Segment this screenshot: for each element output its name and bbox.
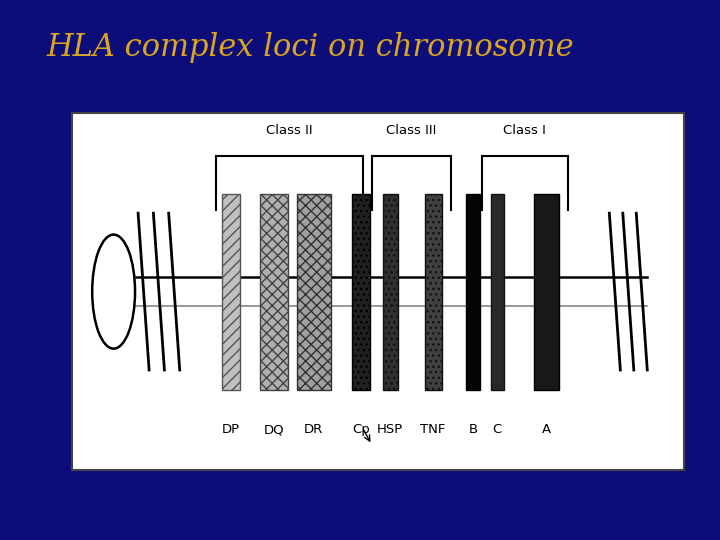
Bar xyxy=(425,193,441,390)
Bar xyxy=(72,113,684,470)
Bar xyxy=(534,193,559,390)
Text: Cp: Cp xyxy=(352,423,370,436)
Bar xyxy=(466,193,480,390)
Text: Class II: Class II xyxy=(266,124,312,137)
Text: DQ: DQ xyxy=(264,423,284,436)
Text: HSP: HSP xyxy=(377,423,403,436)
Bar xyxy=(382,193,398,390)
Text: A: A xyxy=(541,423,551,436)
Ellipse shape xyxy=(92,234,135,349)
Text: C: C xyxy=(492,423,502,436)
Text: Class III: Class III xyxy=(387,124,437,137)
Text: HLA complex loci on chromosome: HLA complex loci on chromosome xyxy=(47,32,575,63)
Text: B: B xyxy=(468,423,477,436)
Bar xyxy=(351,193,370,390)
Bar xyxy=(490,193,504,390)
Bar xyxy=(297,193,330,390)
Bar xyxy=(222,193,240,390)
Text: Class I: Class I xyxy=(503,124,546,137)
Text: DR: DR xyxy=(304,423,323,436)
Text: TNF: TNF xyxy=(420,423,446,436)
Bar xyxy=(260,193,288,390)
Text: DP: DP xyxy=(222,423,240,436)
